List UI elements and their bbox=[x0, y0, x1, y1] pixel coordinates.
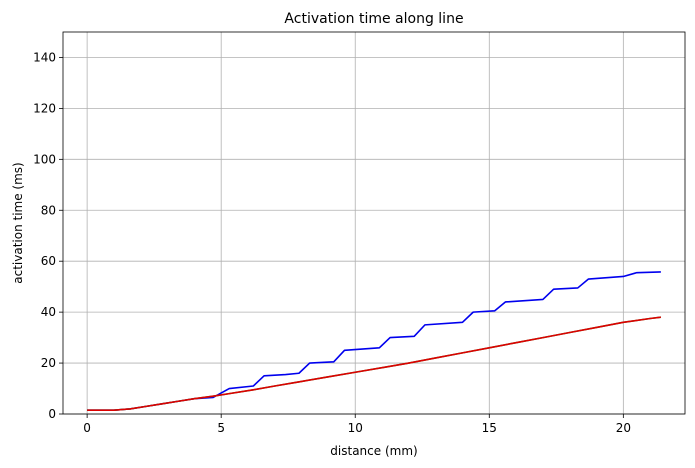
y-tick-label: 80 bbox=[41, 203, 56, 217]
x-tick-label: 0 bbox=[83, 421, 91, 435]
y-tick-label: 140 bbox=[33, 50, 56, 64]
series-line-3 bbox=[87, 316, 661, 411]
x-axis-label: distance (mm) bbox=[330, 444, 417, 458]
chart-title: Activation time along line bbox=[284, 11, 463, 27]
plot-lines bbox=[87, 271, 661, 411]
y-tick-label: 40 bbox=[41, 305, 56, 319]
y-axis-label: activation time (ms) bbox=[11, 162, 25, 283]
y-tick-label: 0 bbox=[48, 407, 56, 421]
y-tick-label: 120 bbox=[33, 101, 56, 115]
x-tick-label: 5 bbox=[217, 421, 225, 435]
y-tick-label: 100 bbox=[33, 152, 56, 166]
axis-ticks: 0 5 10 15 20 0 20 40 60 80 100 120 140 bbox=[33, 50, 631, 435]
y-tick-label: 20 bbox=[41, 356, 56, 370]
plot-frame bbox=[62, 31, 686, 415]
x-tick-label: 20 bbox=[616, 421, 631, 435]
x-tick-label: 10 bbox=[348, 421, 363, 435]
x-tick-label: 15 bbox=[482, 421, 497, 435]
y-tick-label: 60 bbox=[41, 254, 56, 268]
